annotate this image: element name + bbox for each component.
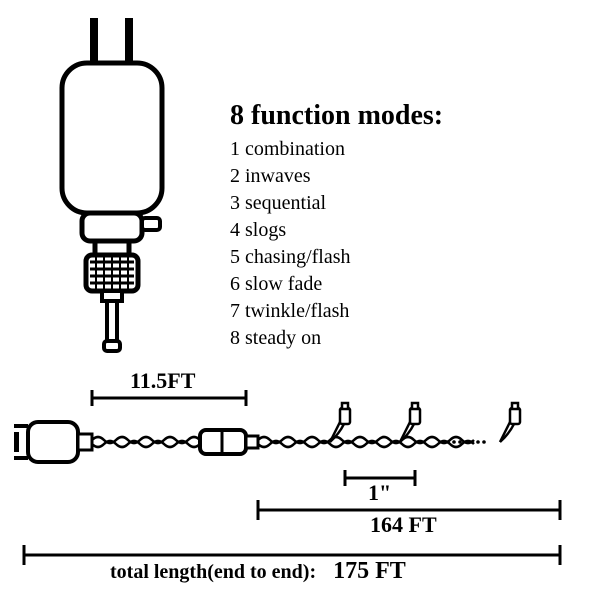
mode-item: 2 inwaves (230, 163, 443, 190)
total-prefix: total length(end to end): (110, 561, 316, 583)
bulb-spacing-label: 1" (368, 480, 391, 506)
modes-list: 1 combination 2 inwaves 3 sequential 4 s… (230, 136, 443, 352)
lighted-length-label: 164 FT (370, 512, 437, 538)
lead-wire-label: 11.5FT (130, 368, 195, 394)
mode-item: 4 slogs (230, 217, 443, 244)
total-value: 175 FT (333, 558, 406, 584)
function-modes: 8 function modes: 1 combination 2 inwave… (230, 100, 443, 352)
mode-item: 5 chasing/flash (230, 244, 443, 271)
mode-item: 6 slow fade (230, 271, 443, 298)
adapter-illustration (20, 10, 220, 380)
total-length-label: total length(end to end): 175 FT (110, 558, 406, 585)
mode-item: 8 steady on (230, 325, 443, 352)
modes-title: 8 function modes: (230, 100, 443, 132)
mode-item: 7 twinkle/flash (230, 298, 443, 325)
bulb (500, 403, 520, 442)
mode-item: 1 combination (230, 136, 443, 163)
bulb (330, 403, 350, 442)
mode-item: 3 sequential (230, 190, 443, 217)
